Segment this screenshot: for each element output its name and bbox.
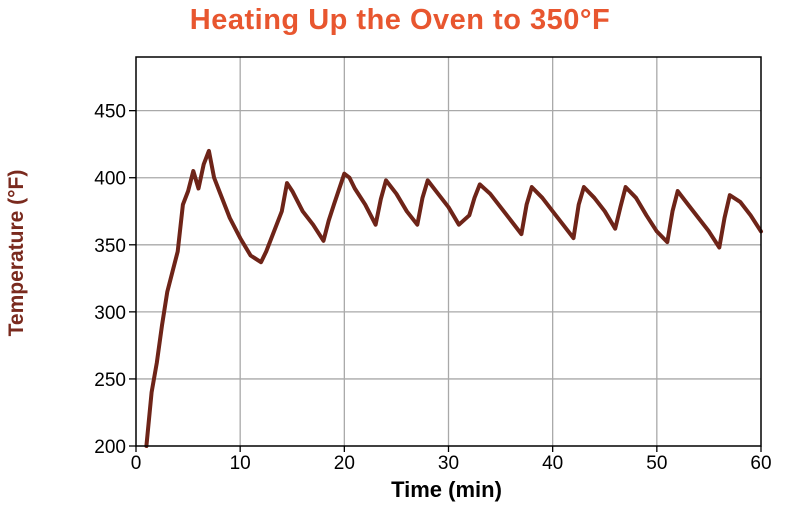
data-point	[415, 223, 419, 227]
data-point	[530, 185, 534, 189]
data-point	[420, 196, 425, 200]
data-point	[577, 202, 581, 207]
data-point	[603, 209, 607, 213]
gridlines	[129, 57, 762, 452]
series-layer	[144, 148, 763, 448]
data-point	[301, 209, 305, 213]
data-point	[571, 236, 576, 240]
data-point	[269, 236, 274, 240]
chart-title: Heating Up the Oven to 350°F	[189, 4, 611, 36]
data-point	[155, 361, 159, 365]
data-point	[670, 209, 675, 213]
x-tick-label: 30	[438, 453, 459, 474]
data-point	[394, 192, 399, 196]
x-tick-label: 40	[542, 453, 563, 474]
data-point	[170, 270, 175, 274]
data-point	[436, 192, 440, 196]
data-point	[623, 185, 628, 189]
data-point	[259, 260, 263, 264]
data-point	[342, 172, 346, 176]
data-point	[728, 193, 732, 197]
data-point	[655, 229, 659, 233]
data-point	[613, 227, 617, 231]
data-point	[363, 202, 367, 207]
data-point	[561, 223, 565, 227]
data-point	[150, 390, 154, 394]
data-point	[228, 216, 232, 220]
temperature-line	[144, 148, 763, 448]
data-point	[665, 240, 669, 244]
data-point	[686, 202, 690, 207]
data-point	[285, 181, 289, 185]
data-point	[644, 213, 649, 217]
data-point	[488, 192, 492, 196]
x-tick-label: 50	[646, 453, 667, 474]
data-point	[738, 200, 742, 204]
data-point	[696, 216, 701, 220]
data-point	[191, 169, 195, 173]
data-point	[634, 196, 638, 200]
y-tick-label: 350	[94, 236, 126, 257]
data-point	[525, 202, 529, 207]
y-tick-label: 200	[94, 437, 126, 458]
data-point	[373, 223, 378, 227]
y-tick-label: 450	[94, 102, 126, 123]
data-point	[264, 249, 268, 254]
data-point	[472, 196, 477, 200]
data-point	[347, 176, 352, 180]
x-tick-label: 10	[230, 453, 251, 474]
plot-frame	[135, 56, 762, 447]
data-point	[186, 189, 190, 193]
data-point	[327, 219, 331, 223]
data-point	[582, 185, 586, 189]
data-point	[332, 202, 336, 207]
x-tick-label: 0	[131, 453, 142, 474]
data-point	[446, 205, 451, 209]
data-point	[551, 209, 555, 213]
data-point	[207, 149, 211, 153]
x-tick-label: 60	[750, 453, 771, 474]
data-point	[592, 196, 596, 200]
data-point	[722, 216, 727, 220]
data-point	[707, 229, 711, 233]
data-point	[181, 202, 185, 207]
data-point	[280, 209, 284, 213]
data-point	[196, 186, 201, 191]
x-axis-label: Time (min)	[391, 477, 502, 502]
data-point	[160, 323, 164, 327]
data-point	[509, 219, 513, 223]
data-point	[212, 176, 216, 180]
data-point	[457, 223, 461, 227]
data-point	[717, 245, 721, 250]
data-point	[379, 197, 383, 201]
tick-labels: 200 250 300 350 400 450 0 10 20 30 40 50 60	[94, 102, 771, 474]
data-point	[519, 232, 524, 236]
data-point	[238, 236, 242, 240]
data-point	[478, 182, 482, 187]
data-point	[540, 196, 544, 200]
data-point	[353, 186, 357, 191]
data-point	[248, 253, 253, 258]
data-point	[202, 162, 206, 166]
data-point	[748, 213, 753, 217]
data-point	[321, 239, 326, 243]
data-point	[217, 189, 221, 193]
data-point	[176, 249, 180, 254]
data-point	[498, 205, 503, 209]
data-point	[384, 178, 388, 183]
data-point	[405, 209, 409, 213]
data-point	[676, 189, 680, 193]
x-tick-label: 20	[334, 453, 355, 474]
y-tick-label: 250	[94, 370, 126, 391]
data-point	[467, 213, 471, 217]
data-point	[311, 223, 315, 227]
y-tick-label: 400	[94, 169, 126, 190]
data-point	[165, 290, 169, 294]
data-point	[290, 189, 294, 193]
data-point	[426, 178, 430, 183]
y-tick-label: 300	[94, 303, 126, 324]
data-point	[618, 205, 622, 209]
